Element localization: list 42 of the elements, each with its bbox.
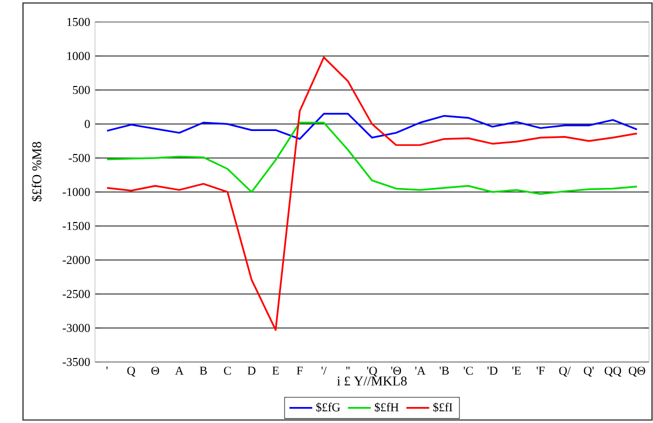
x-tick-label: E: [272, 366, 279, 375]
y-tick-label: 500: [72, 86, 90, 94]
x-tick-label: '': [346, 366, 350, 370]
x-tick-label: C: [224, 366, 231, 375]
x-tick-label: Θ: [151, 366, 160, 375]
y-tick-label: 1500: [67, 18, 90, 26]
line-series: [106, 122, 638, 195]
x-tick-label: D: [248, 366, 256, 375]
x-tick-label: F: [296, 366, 303, 375]
x-tick-label: '/: [322, 366, 327, 375]
y-tick-label: -2000: [62, 256, 90, 264]
x-tick-label: A: [175, 366, 184, 375]
y-tick-label: -500: [68, 154, 90, 162]
legend-label: $£fI: [433, 402, 452, 412]
y-tick-label: 0: [84, 120, 90, 128]
x-tick-label: Q/: [559, 366, 571, 377]
x-tick-label: 'D: [488, 366, 498, 375]
y-tick-label: -2500: [62, 290, 90, 298]
x-axis-title: i £ Y//MKL8: [337, 376, 407, 386]
x-tick-label: 'F: [536, 366, 545, 375]
x-tick-label: 'Q: [367, 366, 378, 377]
x-tick-label: ': [106, 366, 108, 370]
x-tick-label: 'B: [440, 366, 449, 375]
x-tick-label: QΘ: [628, 366, 646, 377]
x-tick-label: 'E: [512, 366, 521, 375]
y-tick-label: -3500: [62, 358, 90, 366]
x-tick-label: B: [200, 366, 207, 375]
y-tick-label: -1500: [62, 222, 90, 230]
x-tick-label: Q: [127, 366, 136, 377]
y-tick-label: -1000: [62, 188, 90, 196]
x-tick-label: QQ: [604, 366, 622, 377]
line-series: [106, 112, 638, 140]
y-tick-label: 1000: [67, 52, 90, 60]
x-tick-label: 'C: [464, 366, 473, 375]
y-axis-title: $£fO %M8: [31, 142, 42, 202]
x-tick-label: 'A: [415, 366, 426, 375]
legend-label: $£fG: [316, 402, 340, 412]
x-tick-label: 'Θ: [391, 366, 402, 375]
legend-label: $£fH: [374, 402, 399, 412]
line-series: [106, 56, 638, 331]
y-tick-label: -3000: [62, 324, 90, 332]
x-tick-label: Q': [584, 366, 594, 377]
